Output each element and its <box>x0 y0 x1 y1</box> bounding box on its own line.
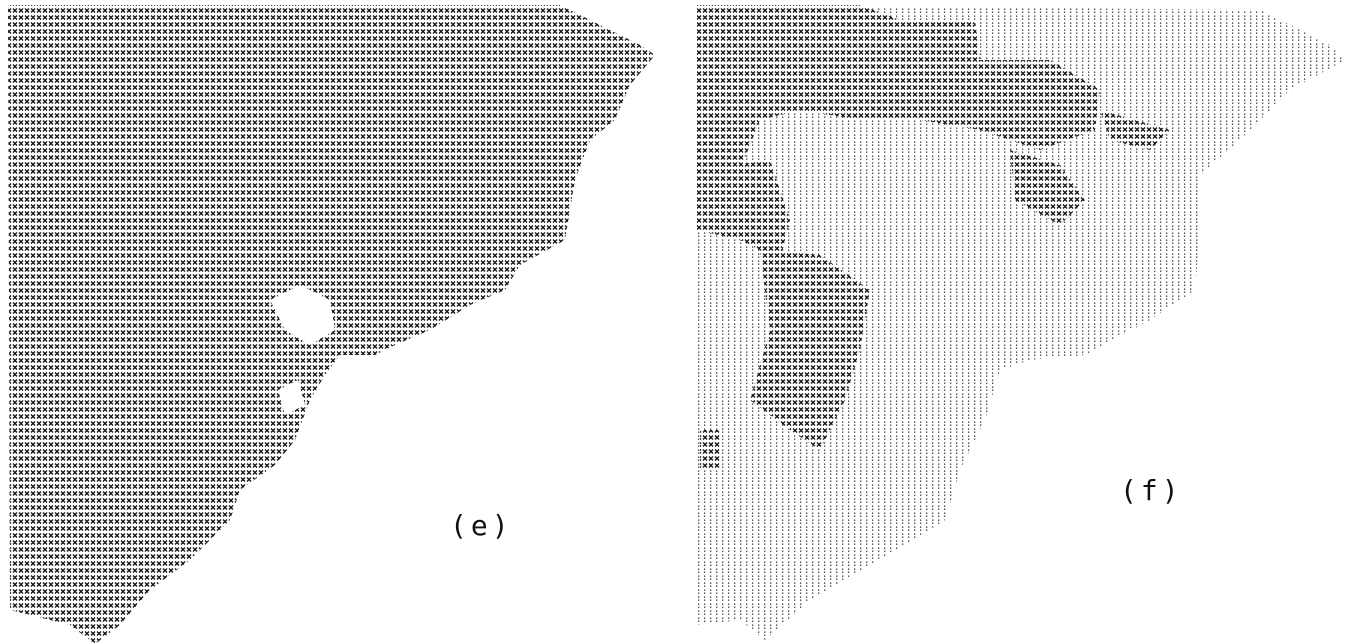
panel-label: (f) <box>1120 474 1183 507</box>
panel-f: (f) <box>697 5 1345 640</box>
panel-label: (e) <box>450 509 513 542</box>
cluster <box>700 430 720 470</box>
page: {"panels": [{"label": "(e)"}, {"label": … <box>0 0 1347 644</box>
panel-e: (e) <box>8 5 655 644</box>
figure: (e) (f) <box>0 0 1347 644</box>
